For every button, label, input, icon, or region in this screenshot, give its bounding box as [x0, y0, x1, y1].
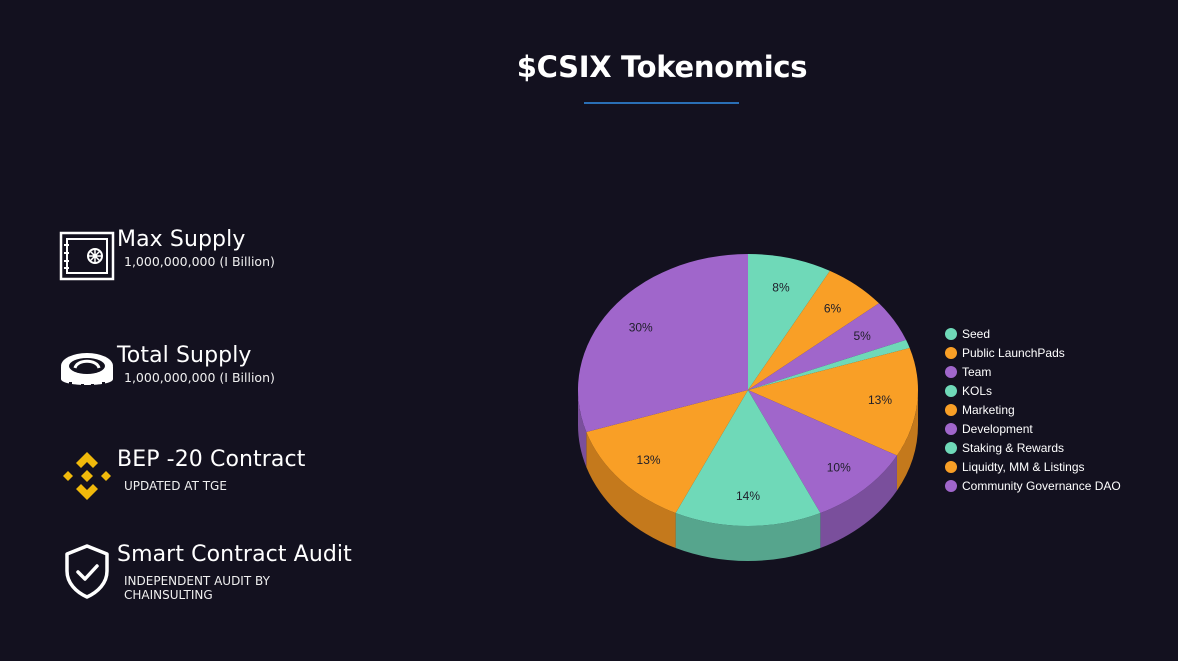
legend-dot-icon [945, 384, 957, 397]
binance-bnb-icon [58, 447, 116, 505]
legend-item-team[interactable]: Team [945, 362, 1121, 381]
legend-dot-icon [945, 327, 957, 340]
coin-icon [58, 343, 116, 401]
pie-side-7 [586, 432, 676, 549]
pie-slice-seed[interactable] [748, 254, 830, 390]
chart-legend: Seed Public LaunchPads Team KOLs Marketing De… [945, 324, 1121, 495]
legend-dot-icon [945, 403, 957, 416]
title-underline [584, 102, 739, 104]
legend-label: Community Governance DAO [962, 478, 1121, 493]
pie-slice-label: 13% [868, 393, 892, 407]
pie-slice-label: 6% [824, 301, 842, 315]
legend-item-community-governance-dao[interactable]: Community Governance DAO [945, 476, 1121, 495]
pie-slice-development[interactable] [748, 390, 897, 514]
pie-side-4 [896, 390, 918, 491]
stat-value: 1,000,000,000 (I Billion) [124, 254, 275, 269]
pie-slice-label: 30% [629, 321, 653, 335]
legend-dot-icon [945, 479, 957, 492]
legend-label: Public LaunchPads [962, 345, 1065, 360]
shield-check-icon [58, 542, 116, 600]
page-title: $CSIX Tokenomics [516, 50, 808, 84]
stat-bep20-contract: BEP -20 Contract UPDATED AT TGE [58, 447, 305, 505]
legend-label: Seed [962, 326, 991, 341]
legend-dot-icon [945, 460, 957, 473]
legend-item-public-launchpads[interactable]: Public LaunchPads [945, 343, 1121, 362]
legend-label: KOLs [962, 383, 993, 398]
pie-slice-marketing[interactable] [748, 347, 918, 456]
pie-slice-liquidty-mm-listings[interactable] [586, 390, 748, 514]
stat-smart-contract-audit: Smart Contract Audit INDEPENDENT AUDIT B… [58, 542, 352, 602]
pie-slice-label: 10% [827, 460, 851, 474]
stat-label: BEP -20 Contract [117, 447, 306, 472]
stat-label: Max Supply [117, 227, 246, 252]
legend-label: Team [962, 364, 992, 379]
stat-value-line1: INDEPENDENT AUDIT BY [124, 574, 270, 588]
legend-item-staking-rewards[interactable]: Staking & Rewards [945, 438, 1121, 457]
pie-slice-label: 8% [772, 280, 790, 294]
legend-item-development[interactable]: Development [945, 419, 1121, 438]
pie-side-8 [578, 390, 587, 468]
pie-slice-team[interactable] [748, 303, 907, 390]
legend-item-seed[interactable]: Seed [945, 324, 1121, 343]
stat-value-line2: CHAINSULTING [124, 588, 213, 602]
legend-dot-icon [945, 365, 957, 378]
stat-value: 1,000,000,000 (I Billion) [124, 370, 275, 385]
pie-slice-label: 14% [736, 489, 760, 503]
pie-slice-kols[interactable] [748, 339, 910, 390]
pie-sides [578, 390, 918, 561]
pie-slice-staking-rewards[interactable] [675, 390, 821, 526]
legend-label: Marketing [962, 402, 1015, 417]
safe-vault-icon [58, 227, 116, 285]
legend-label: Development [962, 421, 1033, 436]
legend-label: Liquidty, MM & Listings [962, 459, 1085, 474]
pie-slice-community-governance-dao[interactable] [578, 254, 748, 433]
pie-slice-public-launchpads[interactable] [748, 270, 879, 390]
stat-total-supply: Total Supply 1,000,000,000 (I Billion) [58, 343, 275, 401]
legend-item-kols[interactable]: KOLs [945, 381, 1121, 400]
stat-max-supply: Max Supply 1,000,000,000 (I Billion) [58, 227, 275, 285]
stat-value: UPDATED AT TGE [124, 479, 227, 493]
pie-slice-label: 5% [853, 329, 871, 343]
stat-label: Smart Contract Audit [117, 542, 352, 567]
legend-dot-icon [945, 422, 957, 435]
legend-dot-icon [945, 441, 957, 454]
pie-side-6 [675, 513, 821, 561]
stat-label: Total Supply [117, 343, 252, 368]
legend-item-marketing[interactable]: Marketing [945, 400, 1121, 419]
pie-side-5 [820, 455, 897, 549]
legend-dot-icon [945, 346, 957, 359]
legend-label: Staking & Rewards [962, 440, 1065, 455]
legend-item-liquidty-mm-listings[interactable]: Liquidty, MM & Listings [945, 457, 1121, 476]
pie-slice-label: 13% [637, 453, 661, 467]
